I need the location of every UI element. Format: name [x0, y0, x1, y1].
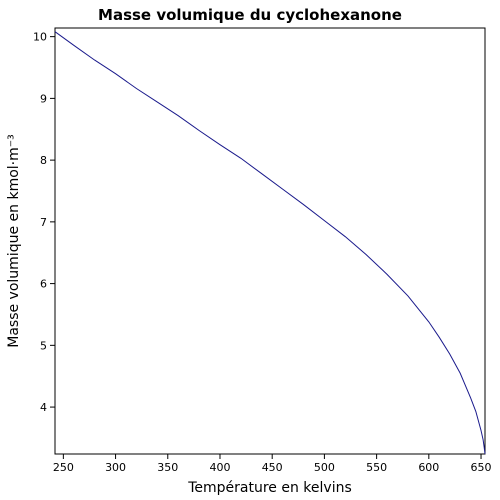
y-axis-ticks: 4 5 6 7 8 9 10 — [33, 31, 55, 414]
x-tick-label: 300 — [105, 461, 126, 474]
y-tick-label: 6 — [40, 278, 47, 291]
y-tick-label: 4 — [40, 401, 47, 414]
x-axis-label: Température en kelvins — [187, 480, 352, 496]
chart-title: Masse volumique du cyclohexanone — [98, 6, 402, 24]
y-tick-label: 7 — [40, 216, 47, 229]
y-tick-label: 9 — [40, 92, 47, 105]
x-tick-label: 350 — [157, 461, 178, 474]
x-tick-label: 550 — [366, 461, 387, 474]
plot-frame — [54, 27, 486, 455]
y-tick-label: 10 — [33, 31, 47, 44]
x-tick-label: 450 — [262, 461, 283, 474]
y-axis-label: Masse volumique en kmol·m⁻³ — [6, 134, 22, 348]
y-tick-label: 8 — [40, 154, 47, 167]
x-tick-label: 600 — [418, 461, 439, 474]
series-line — [54, 31, 486, 455]
x-tick-label: 400 — [209, 461, 230, 474]
x-axis-ticks: 250 300 350 400 450 500 550 600 650 — [53, 454, 492, 474]
x-tick-label: 500 — [314, 461, 335, 474]
y-tick-label: 5 — [40, 339, 47, 352]
x-tick-label: 650 — [471, 461, 492, 474]
plot-area: 250 300 350 400 450 500 550 600 650 4 5 6 7 8 9 10 — [33, 27, 492, 474]
x-tick-label: 250 — [53, 461, 74, 474]
